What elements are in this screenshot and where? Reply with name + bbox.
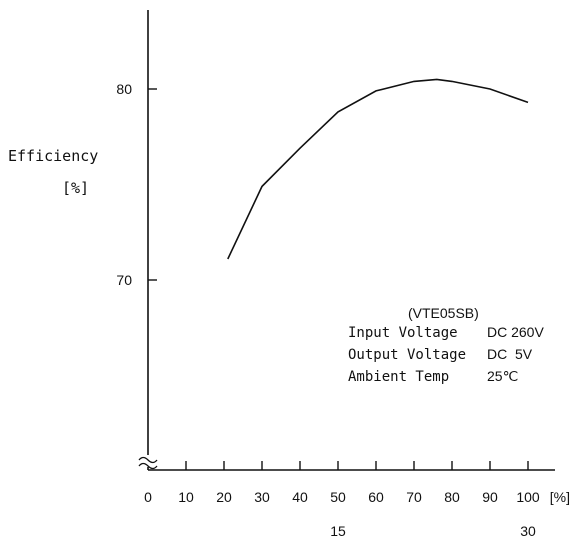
x-tick-label-50: 50 xyxy=(330,489,346,505)
x-tick-label-100: 100 xyxy=(516,489,540,505)
axis-break-icon xyxy=(138,455,158,470)
efficiency-series-line xyxy=(227,78,529,260)
note-ambient-temp-value: 25℃ xyxy=(487,368,518,384)
x-secondary-label-30: 30 xyxy=(520,523,536,539)
x-tick-label-60: 60 xyxy=(368,489,384,505)
x-tick-label-80: 80 xyxy=(444,489,460,505)
x-tick-label-10: 10 xyxy=(178,489,194,505)
conditions-note: (VTE05SB) Input Voltage DC 260V Output V… xyxy=(348,305,544,385)
x-axis-unit: [%] xyxy=(550,489,570,505)
note-input-voltage-label: Input Voltage xyxy=(348,325,458,341)
x-tick-label-20: 20 xyxy=(216,489,232,505)
note-model: (VTE05SB) xyxy=(408,305,479,321)
note-output-voltage-label: Output Voltage xyxy=(348,347,466,363)
x-secondary-label-15: 15 xyxy=(330,523,346,539)
y-tick-label-70: 70 xyxy=(116,272,132,288)
x-tick-label-40: 40 xyxy=(292,489,308,505)
x-tick-label-0: 0 xyxy=(144,489,152,505)
y-axis-unit: [%] xyxy=(62,179,89,197)
x-tick-labels: 0 10 20 30 40 50 60 70 80 90 100 xyxy=(144,489,540,505)
x-secondary-labels: 15 30 xyxy=(330,523,536,539)
note-output-voltage-value: DC 5V xyxy=(487,346,533,362)
y-tick-label-80: 80 xyxy=(116,81,132,97)
x-tick-label-30: 30 xyxy=(254,489,270,505)
x-tick-label-70: 70 xyxy=(406,489,422,505)
note-input-voltage-value: DC 260V xyxy=(487,324,544,340)
x-tick-label-90: 90 xyxy=(482,489,498,505)
y-axis-label: Efficiency xyxy=(8,147,98,165)
x-tick-marks xyxy=(185,461,529,470)
note-ambient-temp-label: Ambient Temp xyxy=(348,369,449,385)
